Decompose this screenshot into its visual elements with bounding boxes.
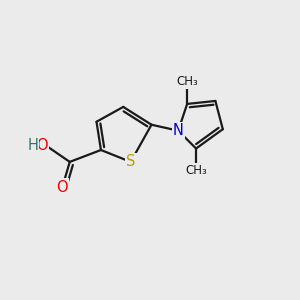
Text: CH₃: CH₃	[176, 75, 198, 88]
Text: CH₃: CH₃	[185, 164, 207, 177]
Text: O: O	[56, 180, 68, 195]
Text: O: O	[36, 138, 47, 153]
Text: S: S	[126, 154, 135, 169]
Text: N: N	[173, 123, 184, 138]
Text: H: H	[27, 138, 38, 153]
